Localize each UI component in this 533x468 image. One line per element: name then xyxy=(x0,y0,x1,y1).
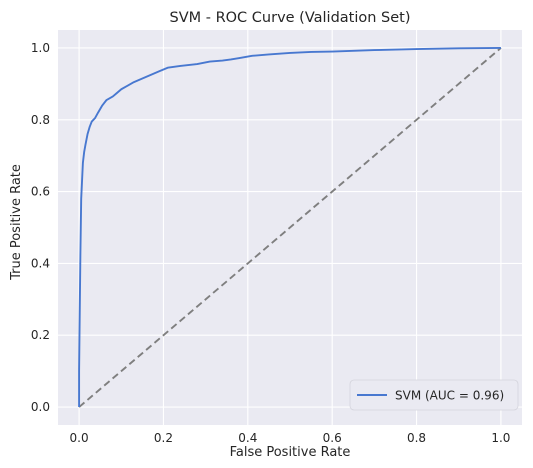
y-tick-label: 0.6 xyxy=(31,185,50,199)
x-axis-label: False Positive Rate xyxy=(230,445,351,460)
legend: SVM (AUC = 0.96) xyxy=(350,380,518,410)
y-axis-label: True Positive Rate xyxy=(9,164,24,281)
legend-label: SVM (AUC = 0.96) xyxy=(395,389,504,403)
x-tick-label: 0.0 xyxy=(70,431,89,445)
chart-title: SVM - ROC Curve (Validation Set) xyxy=(169,10,410,26)
y-tick-label: 0.0 xyxy=(31,400,50,414)
y-tick-label: 0.2 xyxy=(31,328,50,342)
y-tick-label: 1.0 xyxy=(31,41,50,55)
x-tick-label: 0.2 xyxy=(154,431,173,445)
x-tick-label: 0.6 xyxy=(323,431,342,445)
x-tick-label: 0.8 xyxy=(407,431,426,445)
x-tick-label: 0.4 xyxy=(238,431,257,445)
y-tick-label: 0.4 xyxy=(31,256,50,270)
x-tick-label: 1.0 xyxy=(491,431,510,445)
y-tick-label: 0.8 xyxy=(31,113,50,127)
